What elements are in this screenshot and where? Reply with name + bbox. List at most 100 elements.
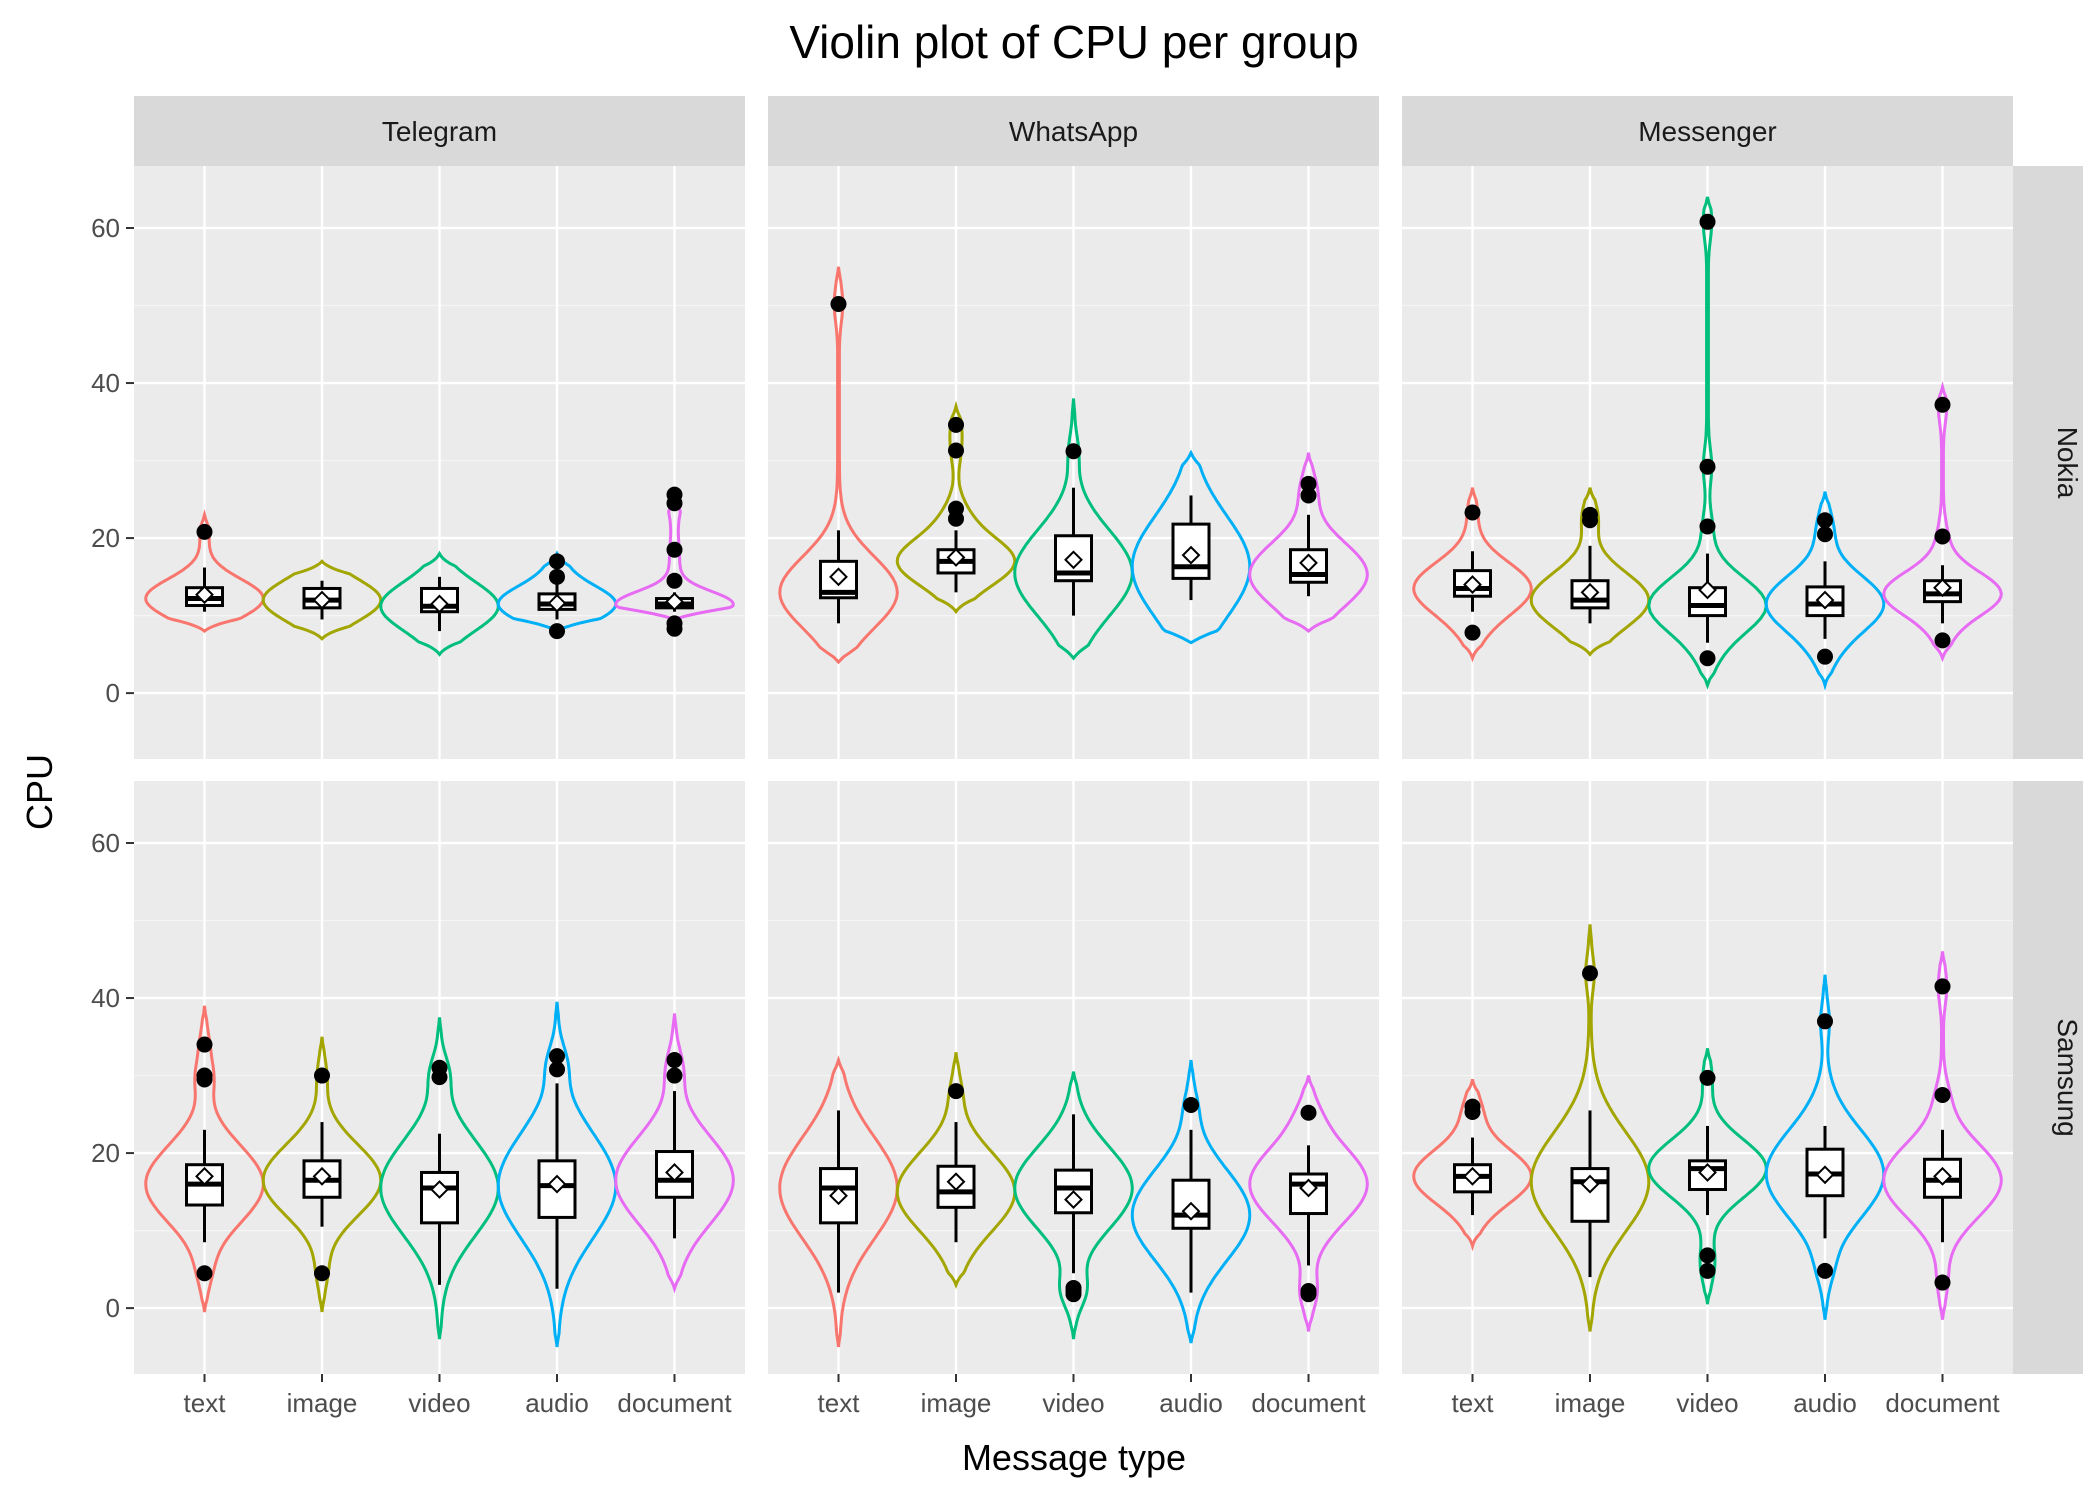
strip-samsung: [2013, 781, 2083, 1374]
outlier-point: [1582, 965, 1598, 982]
outlier-point: [1817, 526, 1833, 543]
outlier-point: [1817, 648, 1833, 665]
violin-document: [1248, 452, 1369, 634]
outlier-point: [1934, 528, 1951, 545]
violin-document: [614, 1013, 735, 1294]
outlier-point: [1464, 1098, 1481, 1115]
outlier-point: [549, 1048, 565, 1065]
outlier-point: [196, 523, 213, 540]
violin-image: [261, 559, 383, 641]
mean-marker: [829, 567, 848, 587]
mean-marker: [195, 1166, 214, 1186]
violin-image: [1529, 924, 1651, 1332]
x-tick-label-video: video: [1676, 1388, 1738, 1418]
group-text: [1412, 487, 1533, 663]
violin-video: [1013, 1071, 1134, 1340]
violin-text: [1412, 1079, 1533, 1252]
mean-marker: [430, 594, 449, 614]
outlier-point: [549, 568, 565, 585]
outlier-point: [666, 1067, 683, 1084]
group-audio: [1130, 449, 1252, 645]
outlier-point: [666, 486, 683, 503]
mean-marker: [312, 590, 332, 610]
group-video: [1013, 398, 1134, 661]
panel-whatsapp-nokia: [768, 166, 1379, 759]
x-tick-label-text: text: [1452, 1388, 1495, 1418]
outlier-point: [1300, 1283, 1317, 1300]
group-video: [1013, 1071, 1134, 1340]
x-tick-label-text: text: [818, 1388, 861, 1418]
outlier-point: [1699, 213, 1716, 230]
strip-label-samsung: Samsung: [2052, 1018, 2083, 1136]
facet-panels: Telegram WhatsApp Messenger Nokia Samsung 0 20…: [91, 96, 2083, 1418]
violin-audio: [496, 1001, 618, 1348]
mean-marker: [946, 1172, 966, 1192]
violin-text: [778, 266, 899, 665]
outlier-point: [1300, 475, 1317, 492]
mean-marker: [1463, 575, 1482, 595]
outlier-point: [666, 541, 683, 558]
violin-video: [379, 1017, 500, 1340]
group-document: [1248, 1075, 1369, 1332]
x-tick-label-video: video: [408, 1388, 470, 1418]
y-axis-title: CPU: [19, 754, 60, 830]
outlier-point: [948, 500, 964, 517]
group-image: [261, 1036, 383, 1313]
group-document: [1882, 951, 2003, 1320]
mean-marker: [665, 1163, 684, 1182]
violin-text: [1412, 487, 1533, 663]
x-tick-label-text: text: [184, 1388, 227, 1418]
outlier-point: [666, 615, 683, 632]
x-tick-label-document: document: [617, 1388, 732, 1418]
group-document: [614, 1013, 735, 1294]
mean-marker: [430, 1180, 449, 1199]
group-image: [1529, 924, 1651, 1332]
outlier-point: [1699, 1247, 1716, 1264]
violin-text: [144, 1005, 265, 1313]
group-video: [1647, 1048, 1768, 1305]
outlier-point: [1464, 624, 1481, 641]
violin-video: [379, 550, 500, 657]
mean-marker: [1698, 1163, 1717, 1182]
group-image: [895, 1052, 1017, 1289]
panel-messenger-nokia: [1402, 166, 2013, 759]
group-text: [1412, 1079, 1533, 1252]
violin-image: [895, 400, 1017, 615]
group-image: [1529, 487, 1651, 657]
group-document: [614, 486, 735, 637]
x-tick-label-document: document: [1885, 1388, 2000, 1418]
outlier-point: [1934, 396, 1951, 413]
mean-marker: [1463, 1166, 1482, 1186]
panel-telegram-nokia: [134, 166, 745, 759]
y-tick-label: 40: [91, 983, 120, 1013]
panel-telegram-samsung: [134, 781, 745, 1374]
outlier-point: [1699, 1262, 1716, 1279]
mean-marker: [665, 592, 684, 612]
x-tick-label-image: image: [1555, 1388, 1626, 1418]
box-document: [655, 1150, 694, 1199]
outlier-point: [666, 1052, 683, 1069]
outlier-point: [1934, 632, 1951, 649]
outlier-point: [830, 295, 847, 312]
mean-marker: [547, 1174, 567, 1194]
x-tick-label-image: image: [921, 1388, 992, 1418]
outlier-point: [196, 1067, 213, 1084]
violin-document: [1248, 1075, 1369, 1332]
outlier-point: [549, 553, 565, 570]
strip-nokia: [2013, 166, 2083, 759]
outlier-point: [1699, 458, 1716, 475]
outlier-point: [948, 1083, 964, 1100]
outlier-point: [314, 1067, 330, 1084]
group-video: [379, 1017, 500, 1340]
y-tick-label: 0: [106, 1293, 120, 1323]
strip-label-whatsapp: WhatsApp: [1009, 116, 1138, 147]
x-tick-label-audio: audio: [1159, 1388, 1223, 1418]
mean-marker: [1064, 1190, 1083, 1210]
x-tick-label-video: video: [1042, 1388, 1104, 1418]
mean-marker: [1064, 550, 1083, 570]
outlier-point: [1817, 1262, 1833, 1279]
mean-marker: [195, 585, 214, 605]
violin-document: [1882, 951, 2003, 1320]
